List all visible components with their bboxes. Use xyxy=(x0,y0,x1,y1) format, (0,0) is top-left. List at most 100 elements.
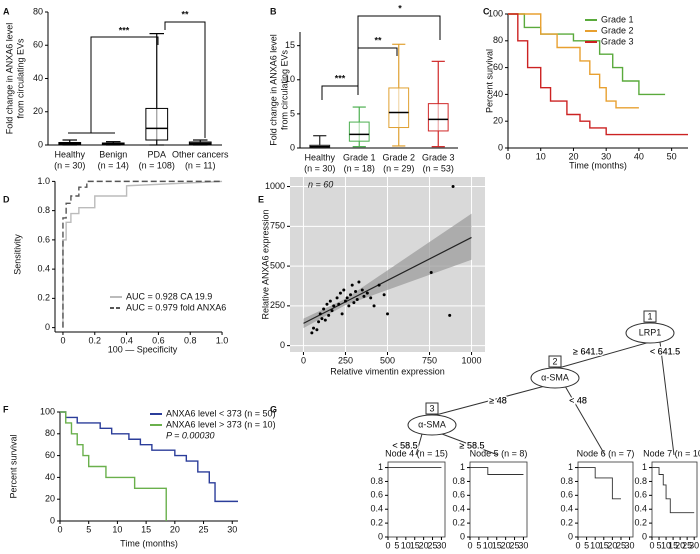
y-tick-label: 0 xyxy=(568,531,573,541)
point xyxy=(349,293,353,297)
legend-label: Grade 1 xyxy=(601,14,634,24)
significance-label: *** xyxy=(335,73,346,83)
y-tick-label: 0.2 xyxy=(452,517,465,527)
n-label: (n = 53) xyxy=(423,163,454,173)
x-tick-label: 0 xyxy=(649,540,654,550)
n-label: (n = 14) xyxy=(98,160,129,170)
x-tick-label: 5 xyxy=(394,540,399,550)
roc-curve xyxy=(62,180,223,328)
significance-bracket xyxy=(164,21,206,138)
x-tick-label: 0 xyxy=(467,540,472,550)
point xyxy=(429,270,433,274)
point xyxy=(369,296,373,300)
node-label: α-SMA xyxy=(418,419,446,429)
y-tick-label: 0.4 xyxy=(560,504,573,514)
plot-frame xyxy=(651,461,698,538)
x-tick-label: 0 xyxy=(575,540,580,550)
roc-curve xyxy=(62,180,223,328)
x-tick-label: Grade 3 xyxy=(422,152,455,162)
point xyxy=(360,288,364,292)
x-axis-label: Time (months) xyxy=(120,538,178,548)
survival-curve xyxy=(60,411,167,521)
y-tick-label: 100 xyxy=(488,8,503,18)
significance-label: ** xyxy=(374,35,382,45)
y-tick-label: 80 xyxy=(45,428,55,438)
point xyxy=(315,328,319,332)
x-tick-label: Grade 2 xyxy=(382,152,415,162)
x-tick-label: 0.2 xyxy=(89,335,102,345)
y-tick-label: 250 xyxy=(270,300,285,310)
y-tick-label: 0.8 xyxy=(370,476,383,486)
y-tick-label: 60 xyxy=(45,450,55,460)
x-tick-label: 0.6 xyxy=(152,335,165,345)
x-tick-label: 0 xyxy=(385,540,390,550)
x-tick-label: 750 xyxy=(422,355,437,365)
y-tick-label: 0.6 xyxy=(37,234,50,244)
edge-label: ≥ 58.5 xyxy=(460,440,485,450)
x-tick-label: 20 xyxy=(568,151,578,161)
x-tick-label: 25 xyxy=(682,540,692,550)
point xyxy=(352,301,356,305)
significance-label: *** xyxy=(119,25,130,35)
box xyxy=(388,87,410,129)
point xyxy=(330,309,334,313)
point xyxy=(345,296,349,300)
legend-label: Grade 3 xyxy=(601,36,634,46)
x-tick-label: Grade 1 xyxy=(343,152,376,162)
y-tick-label: 0 xyxy=(378,531,383,541)
box xyxy=(348,121,370,142)
x-tick-label: PDA xyxy=(147,149,166,159)
x-tick-label: 30 xyxy=(436,540,446,550)
n-label: (n = 108) xyxy=(139,160,175,170)
node-id: 3 xyxy=(429,403,434,413)
tree-edge xyxy=(564,385,606,456)
x-tick-label: 0 xyxy=(505,151,510,161)
survival-curve xyxy=(60,411,238,503)
panel-letter: B xyxy=(270,6,277,16)
point xyxy=(332,304,336,308)
x-tick-label: 20 xyxy=(501,540,511,550)
y-tick-label: 0.8 xyxy=(560,476,573,486)
survival-curve xyxy=(470,467,524,475)
y-tick-label: 40 xyxy=(33,73,43,83)
x-tick-label: 10 xyxy=(112,524,122,534)
panel-letter: G xyxy=(270,404,277,414)
y-tick-label: 0.4 xyxy=(370,504,383,514)
x-tick-label: 20 xyxy=(170,524,180,534)
node-id: 2 xyxy=(552,356,557,366)
y-tick-label: 100 xyxy=(40,406,55,416)
point xyxy=(350,283,354,287)
point xyxy=(362,294,366,298)
y-axis-label: Percent survival xyxy=(484,49,494,113)
panel-letter: C xyxy=(483,6,490,16)
x-tick-label: 250 xyxy=(338,355,353,365)
x-tick-label: 10 xyxy=(661,540,671,550)
edge-label: < 58.5 xyxy=(392,440,417,450)
point xyxy=(386,312,389,316)
panel-letter: E xyxy=(258,194,264,204)
plot-frame xyxy=(577,461,634,538)
y-tick-label: 60 xyxy=(493,62,503,72)
confidence-band xyxy=(303,213,472,329)
point xyxy=(322,307,326,311)
node-id: 1 xyxy=(647,311,652,321)
y-tick-label: 60 xyxy=(33,40,43,50)
y-tick-label: 20 xyxy=(33,106,43,116)
x-tick-label: 20 xyxy=(675,540,685,550)
x-tick-label: 10 xyxy=(536,151,546,161)
edge-label: ≥ 48 xyxy=(489,395,506,405)
y-tick-label: 0.4 xyxy=(452,504,465,514)
x-tick-label: 5 xyxy=(584,540,589,550)
significance-label: ** xyxy=(181,9,189,19)
x-axis-label: Relative vimentin expression xyxy=(330,366,445,376)
y-tick-label: 0.8 xyxy=(37,205,50,215)
x-tick-label: 50 xyxy=(667,151,677,161)
tree-edge xyxy=(441,433,499,456)
y-tick-label: 1000 xyxy=(265,181,285,191)
x-tick-label: 500 xyxy=(380,355,395,365)
x-tick-label: 20 xyxy=(607,540,617,550)
edge-label: ≥ 58.5 xyxy=(460,440,485,450)
y-tick-label: 0.6 xyxy=(370,490,383,500)
y-tick-label: 0.8 xyxy=(452,476,465,486)
x-tick-label: 0 xyxy=(60,335,65,345)
